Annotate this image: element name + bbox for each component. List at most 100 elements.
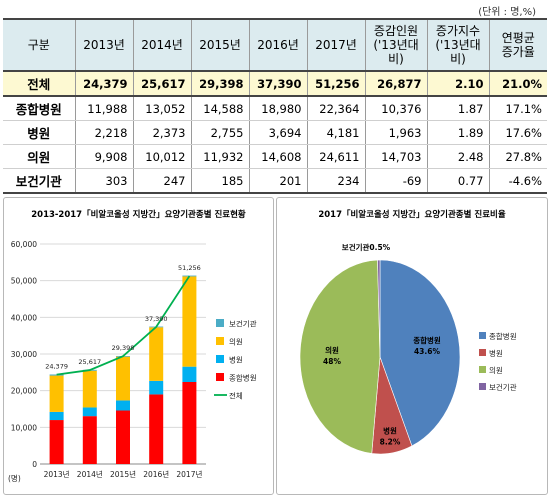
slice-label-name: 보건기관0.5% [342,242,391,252]
table-cell: 201 [248,168,307,194]
table-cell: 247 [132,168,191,194]
legend-label: 보건기관 [489,382,517,392]
pie-slice-보건기관 [377,259,381,358]
slice-label-name: 병원 [383,426,397,436]
table-header: 2016년 [248,19,307,71]
table-header: 2015년 [190,19,249,71]
x-tick-label: 2015년 [110,469,136,479]
data-label: 37,390 [145,315,168,323]
row-label: 병원 [3,120,75,145]
table-header: 증감인원 ('13년대비) [364,19,427,71]
bar-segment-보건기관 [182,275,197,277]
data-label: 25,617 [78,358,101,366]
table-cell: 185 [190,168,249,194]
table-cell: 1.89 [426,120,489,145]
table-cell: 13,052 [132,96,191,121]
table-cell: 9,908 [74,144,133,169]
y-tick-label: 30,000 [11,350,37,359]
slice-label-value: 43.6% [414,347,441,356]
slice-label-value: 48% [323,357,341,366]
table-cell: 22,364 [306,96,365,121]
legend-label: 종합병원 [229,374,257,383]
legend-swatch [479,366,486,373]
table-cell: -4.6% [488,168,547,194]
legend-swatch [216,337,224,345]
bar-chart-panel: 2013-2017「비알코올성 지방간」요양기관종별 진료현황 0 10,000 2… [3,197,274,495]
row-label: 종합병원 [3,96,75,121]
row-label: 보건기관 [3,168,75,194]
table-cell: 24,379 [74,71,133,97]
x-tick-label: 2016년 [143,469,169,479]
table-cell: 0.77 [426,168,489,194]
table-cell: 1.87 [426,96,489,121]
unit-label: (명) [8,473,21,483]
bar-segment-의원 [182,276,197,367]
pie-chart-title: 2017「비알코올성 지방간」요양기관종별 진료비율 [318,210,506,220]
bar-segment-병원 [82,407,97,417]
bar-segment-종합병원 [82,416,97,464]
legend-label: 종합병원 [489,332,517,341]
unit-note: (단위 : 명,%) [478,7,536,18]
table-cell: 2,373 [132,120,191,145]
row-label: 전체 [3,71,75,97]
y-tick-label: 20,000 [11,387,37,396]
bar-chart: 0 10,000 20,000 30,000 40,000 50,000 60,000 (명)… [8,240,257,483]
table-header-row: 구분 2013년 2014년 2015년 2016년 2017년 증감인원 ('… [3,19,547,71]
legend-swatch [216,319,224,327]
row-label: 의원 [3,144,75,169]
table-header: 2017년 [306,19,365,71]
bar-segment-병원 [116,400,130,411]
table-cell: 11,988 [74,96,133,121]
legend-label: 의원 [489,365,503,375]
legend-swatch [479,349,486,356]
pie-chart-panel: 2017「비알코올성 지방간」요양기관종별 진료비율 종합병원 43.6% 병원 8.… [276,197,548,495]
table-row: 전체 24,379 25,617 29,398 37,390 51,256 26,877 2.… [3,71,547,97]
data-label: 51,256 [178,264,201,272]
bar-segment-의원 [116,356,130,401]
bar-segment-종합병원 [149,394,164,464]
table-cell: -69 [364,168,427,194]
pie-slice-종합병원 [379,259,461,447]
y-tick-label: 0 [32,460,37,469]
bar-segment-병원 [149,380,164,395]
table-cell: 17.6% [488,120,547,145]
x-tick-label: 2017년 [176,469,202,479]
bar-segment-의원 [149,327,164,381]
table-cell: 4,181 [306,120,365,145]
x-tick-label: 2014년 [77,469,103,479]
table-cell: 11,932 [190,144,249,169]
legend-label: 보건기관 [229,319,257,329]
table-cell: 21.0% [488,71,547,97]
legend-swatch [479,383,486,390]
total-line [56,275,191,376]
table-header: 2014년 [132,19,191,71]
table-cell: 14,703 [364,144,427,169]
slice-label-name: 의원 [325,345,339,355]
table-cell: 234 [306,168,365,194]
table-cell: 24,611 [306,144,365,169]
slice-label-name: 종합병원 [413,335,441,345]
table-cell: 25,617 [132,71,191,97]
table-cell: 2,755 [190,120,249,145]
table-cell: 14,588 [190,96,249,121]
bar-segment-의원 [49,375,64,412]
bar-segment-병원 [182,366,197,382]
y-tick-label: 10,000 [11,423,37,432]
table-cell: 29,398 [190,71,249,97]
bar-chart-title: 2013-2017「비알코올성 지방간」요양기관종별 진료현황 [31,210,246,220]
table-cell: 303 [74,168,133,194]
table-cell: 14,608 [248,144,307,169]
table-cell: 17.1% [488,96,547,121]
table-header: 구분 [27,38,50,52]
x-tick-label: 2013년 [44,469,70,479]
legend-label: 병원 [229,356,243,365]
data-label: 24,379 [45,363,68,371]
legend-swatch [216,355,224,363]
statistics-table: 구분 2013년 2014년 2015년 2016년 2017년 증감인원 ('… [3,18,547,194]
table-cell: 51,256 [306,71,365,97]
table-cell: 10,012 [132,144,191,169]
bar-segment-종합병원 [116,410,130,464]
legend-swatch [479,332,486,339]
y-tick-label: 40,000 [11,313,37,322]
